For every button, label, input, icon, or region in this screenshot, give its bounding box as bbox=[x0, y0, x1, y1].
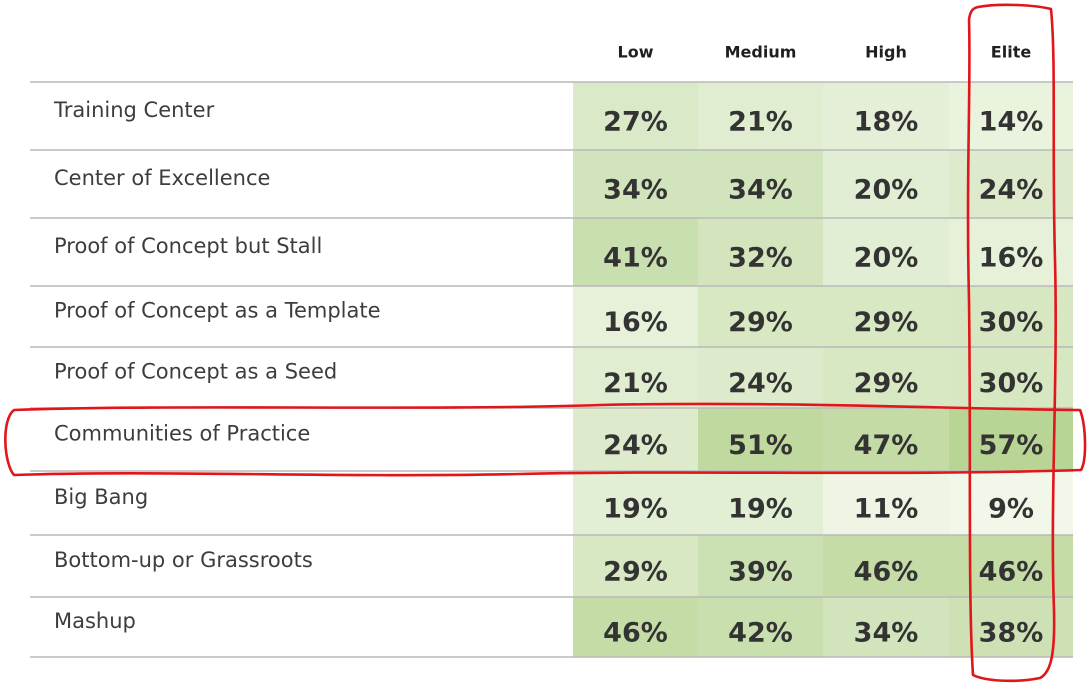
row-label-mashup: Mashup bbox=[54, 609, 136, 633]
cell-communities-of-practice-high bbox=[823, 408, 949, 471]
cell-communities-of-practice-low bbox=[573, 408, 698, 471]
cell-training-center-low bbox=[573, 82, 698, 150]
value-communities-of-practice-elite: 57% bbox=[979, 430, 1044, 461]
value-training-center-medium: 21% bbox=[728, 107, 793, 138]
value-proof-of-concept-but-stall-elite: 16% bbox=[979, 243, 1044, 274]
value-mashup-high: 34% bbox=[854, 618, 919, 649]
value-proof-of-concept-as-a-template-high: 29% bbox=[854, 307, 919, 338]
cell-bottom-up-or-grassroots-low bbox=[573, 535, 698, 597]
row-label-training-center: Training Center bbox=[53, 98, 215, 122]
cell-proof-of-concept-as-a-template-low bbox=[573, 286, 698, 347]
cell-big-bang-medium bbox=[698, 471, 823, 535]
value-big-bang-medium: 19% bbox=[728, 494, 793, 525]
value-bottom-up-or-grassroots-high: 46% bbox=[854, 557, 919, 588]
cell-center-of-excellence-low bbox=[573, 150, 698, 218]
value-proof-of-concept-but-stall-high: 20% bbox=[854, 243, 919, 274]
value-mashup-elite: 38% bbox=[979, 618, 1044, 649]
value-proof-of-concept-as-a-template-low: 16% bbox=[603, 307, 668, 338]
value-bottom-up-or-grassroots-medium: 39% bbox=[728, 557, 793, 588]
col-header-high: High bbox=[865, 43, 907, 62]
cell-training-center-high bbox=[823, 82, 949, 150]
row-labels: Training Center Center of Excellence Proof… bbox=[53, 98, 381, 633]
col-header-medium: Medium bbox=[725, 43, 797, 62]
col-header-low: Low bbox=[618, 43, 654, 62]
value-communities-of-practice-high: 47% bbox=[854, 430, 919, 461]
row-label-proof-of-concept-but-stall: Proof of Concept but Stall bbox=[54, 234, 322, 258]
value-communities-of-practice-low: 24% bbox=[603, 430, 668, 461]
value-bottom-up-or-grassroots-low: 29% bbox=[603, 557, 668, 588]
value-big-bang-high: 11% bbox=[854, 494, 919, 525]
value-big-bang-low: 19% bbox=[603, 494, 668, 525]
value-labels: 27% 21% 18% 14% 34% 34% 20% 24% 41% 32% 20% 16% 16% 2… bbox=[603, 107, 1043, 649]
value-training-center-high: 18% bbox=[854, 107, 919, 138]
row-label-proof-of-concept-as-a-seed: Proof of Concept as a Seed bbox=[54, 360, 337, 384]
value-proof-of-concept-as-a-seed-elite: 30% bbox=[979, 368, 1044, 399]
row-label-communities-of-practice: Communities of Practice bbox=[54, 422, 310, 446]
value-proof-of-concept-as-a-seed-medium: 24% bbox=[728, 368, 793, 399]
value-communities-of-practice-medium: 51% bbox=[728, 430, 793, 461]
value-proof-of-concept-as-a-seed-high: 29% bbox=[854, 368, 919, 399]
col-header-elite: Elite bbox=[991, 43, 1032, 62]
row-label-bottom-up-or-grassroots: Bottom-up or Grassroots bbox=[54, 548, 313, 572]
cell-training-center-medium bbox=[698, 82, 823, 150]
cell-bottom-up-or-grassroots-high bbox=[823, 535, 949, 597]
value-bottom-up-or-grassroots-elite: 46% bbox=[979, 557, 1044, 588]
value-center-of-excellence-low: 34% bbox=[603, 175, 668, 206]
communities-of-practice-row-highlight bbox=[4, 402, 1087, 477]
value-proof-of-concept-as-a-seed-low: 21% bbox=[603, 368, 668, 399]
value-training-center-low: 27% bbox=[603, 107, 668, 138]
elite-column-highlight bbox=[966, 3, 1057, 683]
cell-big-bang-low bbox=[573, 471, 698, 535]
value-mashup-medium: 42% bbox=[728, 618, 793, 649]
cell-proof-of-concept-as-a-template-medium bbox=[698, 286, 823, 347]
highlight-annotations bbox=[4, 3, 1087, 683]
row-dividers bbox=[30, 81, 1073, 658]
value-proof-of-concept-as-a-template-medium: 29% bbox=[728, 307, 793, 338]
value-mashup-low: 46% bbox=[603, 618, 668, 649]
cell-mashup-medium bbox=[698, 597, 823, 657]
value-big-bang-elite: 9% bbox=[988, 494, 1034, 525]
cell-center-of-excellence-medium bbox=[698, 150, 823, 218]
row-label-proof-of-concept-as-a-template: Proof of Concept as a Template bbox=[54, 299, 381, 323]
cell-proof-of-concept-as-a-seed-low bbox=[573, 347, 698, 408]
cell-proof-of-concept-as-a-seed-medium bbox=[698, 347, 823, 408]
row-label-center-of-excellence: Center of Excellence bbox=[54, 166, 270, 190]
cell-center-of-excellence-high bbox=[823, 150, 949, 218]
value-training-center-elite: 14% bbox=[979, 107, 1044, 138]
cell-proof-of-concept-as-a-seed-high bbox=[823, 347, 949, 408]
cell-mashup-low bbox=[573, 597, 698, 657]
cell-bottom-up-or-grassroots-medium bbox=[698, 535, 823, 597]
value-proof-of-concept-as-a-template-elite: 30% bbox=[979, 307, 1044, 338]
value-center-of-excellence-elite: 24% bbox=[979, 175, 1044, 206]
value-center-of-excellence-high: 20% bbox=[854, 175, 919, 206]
cell-mashup-high bbox=[823, 597, 949, 657]
cell-proof-of-concept-but-stall-low bbox=[573, 218, 698, 286]
cell-communities-of-practice-medium bbox=[698, 408, 823, 471]
column-headers: Low Medium High Elite bbox=[618, 43, 1032, 62]
cell-proof-of-concept-but-stall-medium bbox=[698, 218, 823, 286]
value-proof-of-concept-but-stall-low: 41% bbox=[603, 243, 668, 274]
cell-big-bang-high bbox=[823, 471, 949, 535]
value-center-of-excellence-medium: 34% bbox=[728, 175, 793, 206]
cell-proof-of-concept-as-a-template-high bbox=[823, 286, 949, 347]
cell-proof-of-concept-but-stall-high bbox=[823, 218, 949, 286]
row-label-big-bang: Big Bang bbox=[54, 485, 148, 509]
value-proof-of-concept-but-stall-medium: 32% bbox=[728, 243, 793, 274]
